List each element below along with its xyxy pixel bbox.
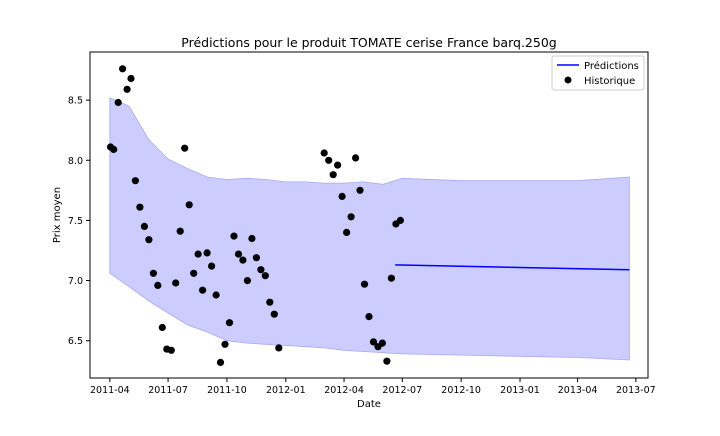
uncertainty-band [109,97,630,361]
history-point [167,346,175,354]
y-axis: 6.5 7.0 7.5 8.0 8.5 [68,96,90,347]
history-point [208,262,216,270]
history-point [158,323,166,332]
history-point [239,256,247,264]
history-point [203,249,211,257]
legend: Prédictions Historique [551,55,645,91]
x-tick-label: 2012-04 [324,385,364,396]
history-point [360,280,369,288]
history-point [172,279,180,287]
history-point [110,145,118,153]
x-tick-label: 2012-10 [441,385,481,396]
history-point [131,177,139,185]
history-point [343,228,351,236]
history-point [190,269,198,277]
prediction-line [395,264,630,271]
history-point [396,216,404,224]
history-point [270,310,278,318]
legend-label-history: Historique [584,76,635,87]
history-point [149,269,157,277]
history-point [347,213,355,221]
history-point [257,266,265,274]
history-point [123,85,131,93]
history-point [127,74,135,83]
history-point [365,313,373,321]
history-point [212,291,220,299]
x-axis: 2011-04 2011-07 2011-10 2012-01 2012-04 2012-… [90,378,656,396]
y-tick-label: 6.5 [68,336,83,347]
plot-area [106,65,630,366]
history-point [145,236,153,244]
history-point [230,232,238,240]
x-tick-label: 2011-07 [148,385,188,396]
legend-marker-swatch [564,76,572,84]
history-point [140,222,148,230]
x-axis-label: Date [357,399,381,410]
history-point [216,358,225,366]
history-point [221,340,229,348]
history-point [356,186,364,194]
y-tick-label: 7.0 [68,276,83,287]
history-point [275,344,283,352]
y-tick-label: 8.0 [68,156,83,167]
history-point [181,144,189,152]
history-point [136,203,144,211]
y-axis-label: Prix moyen [52,187,63,243]
history-point [243,277,251,285]
history-point [334,161,342,169]
x-tick-label: 2012-07 [382,385,422,396]
history-point [338,192,346,200]
history-point [387,274,395,282]
y-tick-label: 8.5 [68,96,83,107]
history-point [176,227,184,235]
x-tick-label: 2011-10 [207,385,247,396]
history-point [325,156,333,164]
x-tick-label: 2012-01 [266,385,306,396]
history-point [234,250,243,258]
history-point [119,65,127,73]
history-point [320,149,328,157]
chart-title: Prédictions pour le produit TOMATE ceris… [181,35,556,50]
history-point [369,338,378,346]
history-point [352,154,360,162]
x-tick-label: 2013-07 [616,385,656,396]
history-point [225,319,234,327]
history-point [194,250,202,258]
legend-label-predictions: Prédictions [584,60,639,72]
plot-frame [89,51,649,379]
history-point [261,272,269,280]
history-point [252,254,260,262]
x-tick-label: 2013-01 [500,385,540,396]
history-point [378,339,386,347]
history-point [114,98,122,107]
history-point [266,298,274,306]
history-point [199,286,207,294]
history-point [383,357,391,365]
history-point [248,234,256,243]
x-tick-label: 2011-04 [90,385,130,396]
history-point [329,171,337,179]
y-tick-label: 7.5 [68,216,83,227]
history-point [185,201,193,209]
history-point [154,281,162,289]
x-tick-label: 2013-04 [558,385,598,396]
